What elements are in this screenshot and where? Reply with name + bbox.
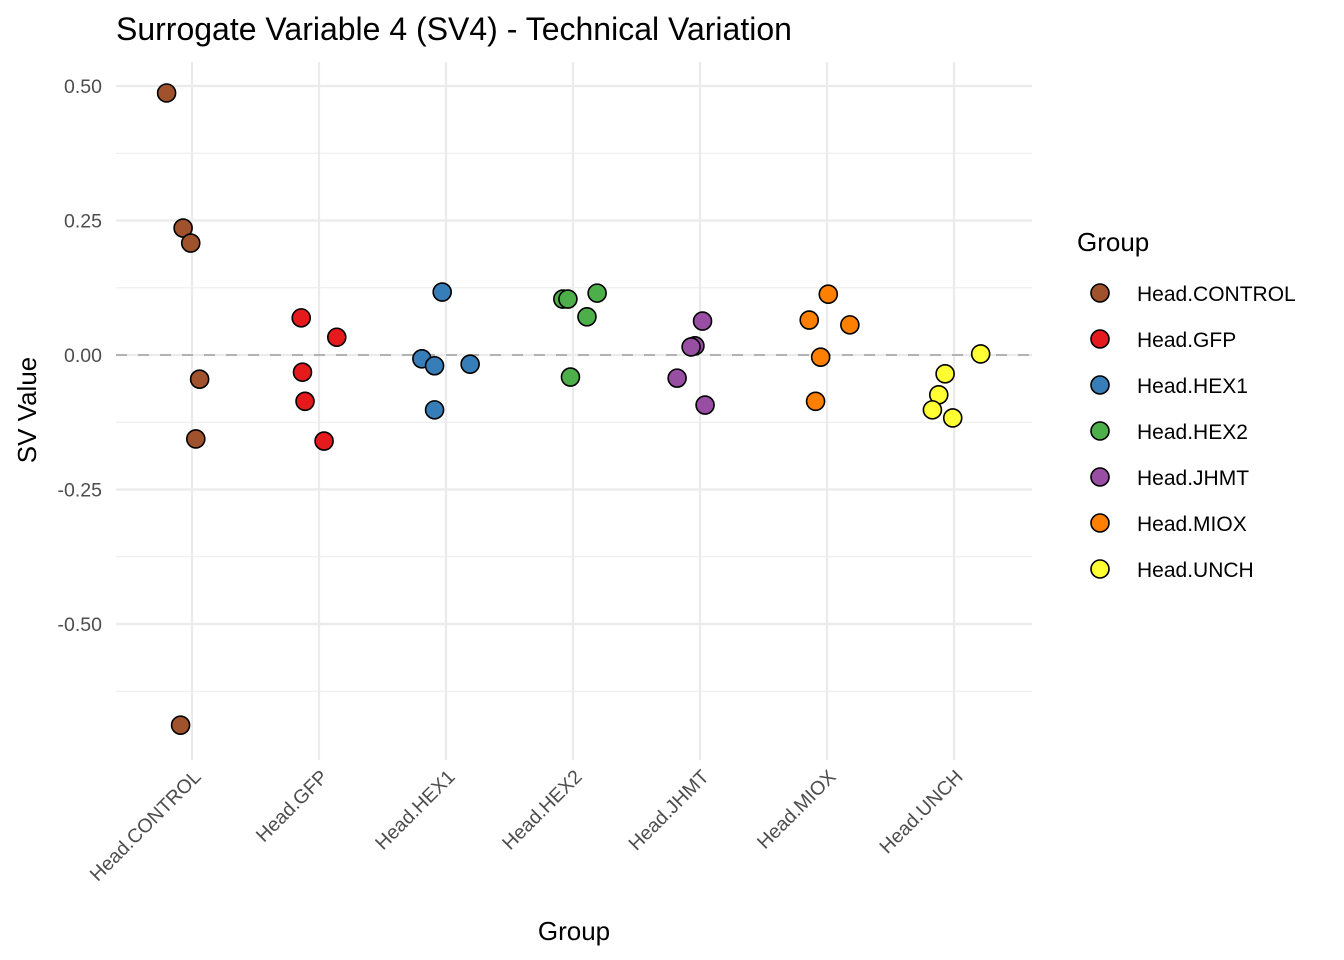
legend-title: Group <box>1077 227 1149 257</box>
data-point <box>295 391 315 412</box>
legend-label: Head.CONTROL <box>1137 283 1296 306</box>
data-point <box>180 233 201 253</box>
y-tick-label: 0.25 <box>64 211 102 233</box>
legend-key <box>1090 329 1110 349</box>
legend-label: Head.GFP <box>1137 329 1236 352</box>
legend-key <box>1090 559 1110 579</box>
legend-label: Head.UNCH <box>1137 559 1254 582</box>
x-tick-label: Head.HEX1 <box>371 766 459 854</box>
y-tick-label: -0.25 <box>58 480 103 502</box>
y-tick-label: -0.50 <box>58 614 103 636</box>
legend-key <box>1090 283 1110 303</box>
legend-label: Head.JHMT <box>1137 467 1249 490</box>
data-point <box>799 310 820 330</box>
legend-key <box>1090 421 1110 441</box>
data-point <box>186 429 206 449</box>
data-point <box>681 337 701 357</box>
data-point <box>667 368 687 388</box>
data-point <box>560 367 581 387</box>
data-point <box>695 395 715 415</box>
y-tick-label: 0.00 <box>64 345 102 367</box>
data-point <box>970 344 991 364</box>
data-point <box>424 355 445 376</box>
data-point <box>432 282 452 302</box>
data-point <box>424 400 445 420</box>
x-axis-ticks: Head.CONTROL Head.GFP Head.HEX1 Head.HEX2 He… <box>86 766 968 886</box>
x-tick-label: Head.MIOX <box>753 766 841 854</box>
chart-title: Surrogate Variable 4 (SV4) - Technical V… <box>116 11 792 47</box>
data-point <box>558 289 578 309</box>
data-point <box>326 327 347 348</box>
data-point <box>292 362 313 383</box>
data-point <box>935 364 955 384</box>
legend-key <box>1090 375 1110 395</box>
x-tick-label: Head.HEX2 <box>498 766 586 854</box>
x-axis-title: Group <box>538 916 610 946</box>
data-point <box>805 391 826 412</box>
data-point <box>810 347 831 367</box>
data-point <box>314 431 334 451</box>
data-point <box>922 400 943 420</box>
data-point <box>460 354 480 374</box>
legend-key <box>1090 467 1110 487</box>
grid <box>116 62 1032 760</box>
legend: Group Head.CONTROL Head.GFP Head.HEX1 Head.… <box>1077 227 1296 582</box>
data-point <box>942 408 963 428</box>
data-point <box>692 311 713 331</box>
data-point <box>156 83 177 103</box>
legend-label: Head.MIOX <box>1137 513 1247 536</box>
data-point <box>291 308 312 328</box>
data-point <box>587 283 607 303</box>
legend-label: Head.HEX2 <box>1137 421 1248 444</box>
x-tick-label: Head.UNCH <box>875 766 967 858</box>
data-point <box>189 369 210 390</box>
legend-label: Head.HEX1 <box>1137 375 1248 398</box>
x-tick-label: Head.GFP <box>252 766 333 847</box>
data-point <box>170 715 191 735</box>
y-axis-ticks: 0.50 0.25 0.00 -0.25 -0.50 <box>58 76 103 636</box>
legend-key <box>1090 513 1110 533</box>
data-point <box>577 307 597 327</box>
x-tick-label: Head.JHMT <box>624 766 713 855</box>
x-tick-label: Head.CONTROL <box>86 766 206 886</box>
y-tick-label: 0.50 <box>64 76 102 98</box>
data-point <box>818 284 839 305</box>
data-points <box>156 83 991 735</box>
data-point <box>840 315 860 335</box>
y-axis-title: SV Value <box>12 357 42 463</box>
